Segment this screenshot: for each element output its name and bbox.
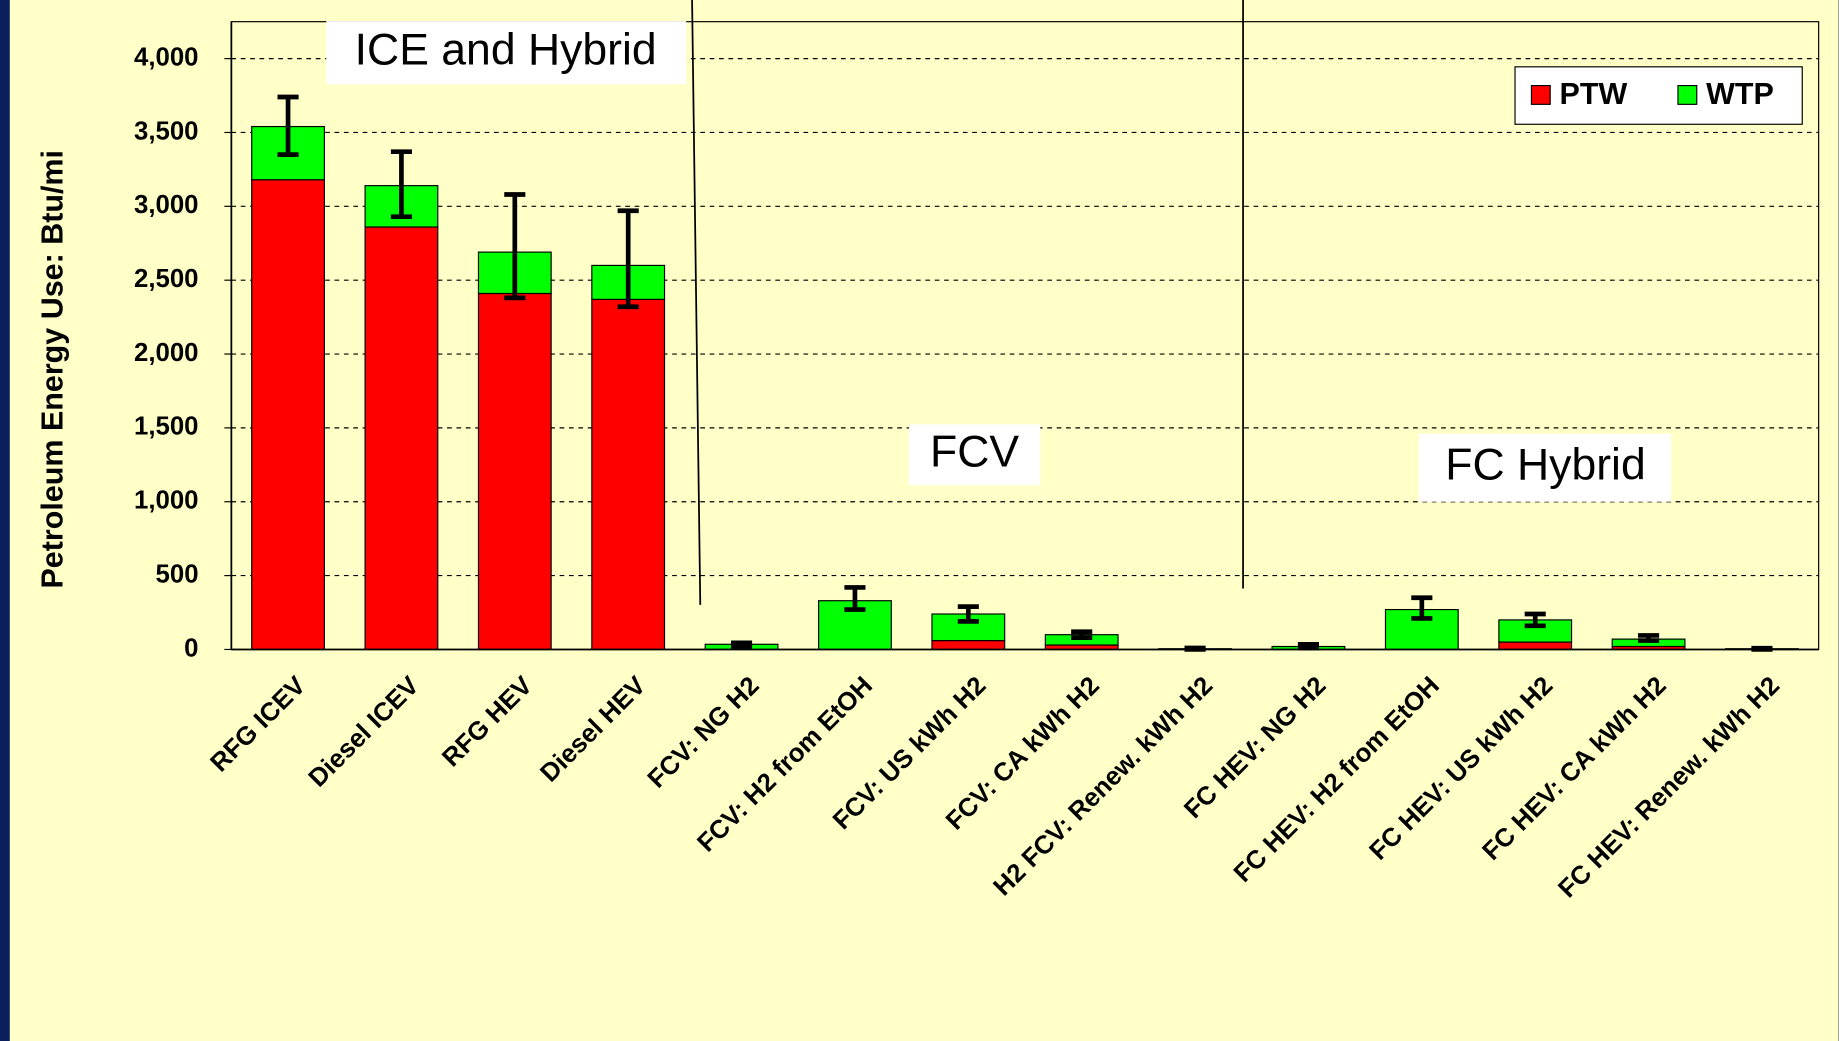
error-bar [731, 640, 753, 649]
error-bar [504, 192, 526, 301]
error-bar [957, 604, 979, 624]
y-tick-label: 1,500 [134, 413, 199, 441]
annotation: FC Hybrid [1445, 441, 1645, 490]
bar-segment [591, 298, 666, 651]
error-bar [1524, 611, 1546, 629]
bar-segment [477, 292, 552, 651]
bar-segment [251, 179, 325, 651]
bar-segment [931, 640, 1006, 651]
y-tick-label: 2,500 [134, 265, 199, 293]
error-bar [390, 149, 412, 220]
y-tick-label: 0 [184, 634, 198, 662]
error-bar [617, 208, 639, 310]
annotation-box [908, 424, 1041, 486]
y-tick-label: 4,000 [134, 43, 199, 71]
legend-box [1514, 66, 1803, 125]
legend-label: PTW [1560, 77, 1628, 111]
error-bar [1071, 629, 1093, 640]
annotation: FCV [930, 428, 1019, 477]
legend: PTW WTP [1514, 66, 1803, 125]
error-bar [1638, 633, 1660, 643]
error-bar [844, 585, 866, 612]
annotation-box [326, 21, 687, 85]
y-tick-label: 2,000 [134, 339, 199, 367]
bar-segment [364, 226, 439, 651]
error-bar [1411, 595, 1433, 621]
error-bar [1297, 641, 1320, 651]
annotation-box [1418, 433, 1671, 502]
divider [691, 0, 702, 605]
error-bar [277, 94, 299, 157]
y-tick-label: 3,000 [134, 191, 199, 219]
legend-swatch [1530, 84, 1551, 105]
bar-segment [1498, 641, 1573, 651]
y-tick-label: 500 [156, 560, 199, 588]
legend-swatch [1677, 84, 1698, 105]
annotation: ICE and Hybrid [355, 26, 657, 75]
legend-label: WTP [1706, 77, 1774, 111]
y-tick-label: 3,500 [134, 117, 199, 145]
y-tick-label: 1,000 [134, 487, 199, 515]
y-axis-label: Petroleum Energy Use: Btu/mi [35, 150, 69, 589]
